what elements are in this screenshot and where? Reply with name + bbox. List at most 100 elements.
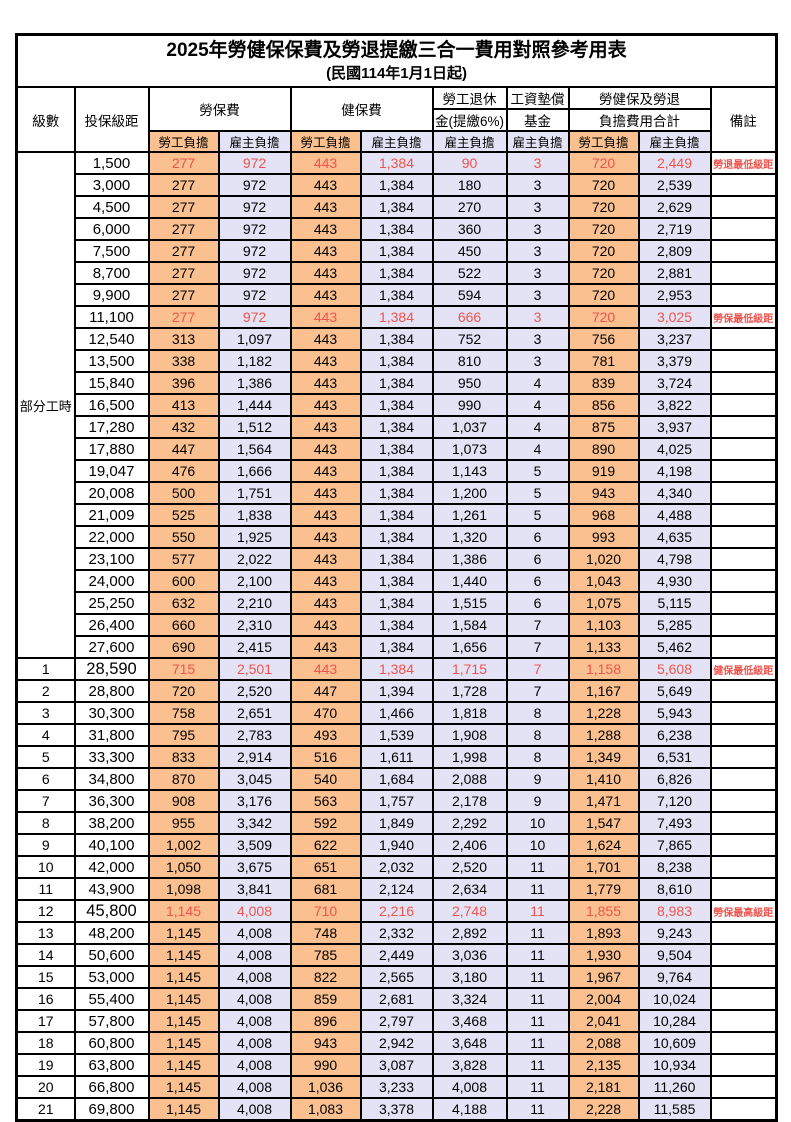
value-cell: 3 bbox=[505, 305, 570, 329]
remark-cell: 健保最低級距 bbox=[709, 657, 778, 681]
value-cell: 3,937 bbox=[637, 415, 712, 439]
table-row: 5 33,300 833 2,914 516 1,611 1,998 8 1,349 6,531 bbox=[15, 745, 778, 769]
table-row: 20 66,800 1,145 4,008 1,036 3,233 4,008 11 2,181… bbox=[15, 1075, 778, 1099]
value-cell: 7,865 bbox=[637, 833, 712, 857]
table-row: 14 50,600 1,145 4,008 785 2,449 3,036 11 1,930 9,… bbox=[15, 943, 778, 967]
value-cell: 1,098 bbox=[147, 877, 220, 901]
header-level: 級數 bbox=[15, 86, 76, 153]
bracket-cell: 69,800 bbox=[73, 1097, 150, 1122]
header-wage-fund-line1: 工資墊償 bbox=[505, 86, 570, 110]
premium-table: 2025年勞健保保費及勞退提繳三合一費用對照參考用表 (民國114年1月1日起)… bbox=[15, 33, 779, 1122]
value-cell: 1,384 bbox=[359, 437, 434, 461]
bracket-cell: 36,300 bbox=[73, 789, 150, 813]
value-cell: 720 bbox=[567, 173, 640, 197]
value-cell: 11 bbox=[505, 1053, 570, 1077]
subheader-pension-employer: 雇主負擔 bbox=[431, 130, 508, 153]
reference-table-sheet: 2025年勞健保保費及勞退提繳三合一費用對照參考用表 (民國114年1月1日起)… bbox=[15, 33, 779, 1122]
value-cell: 1,036 bbox=[289, 1075, 362, 1099]
value-cell: 710 bbox=[289, 899, 362, 923]
level-cell: 7 bbox=[15, 789, 76, 813]
remark-cell bbox=[709, 217, 778, 241]
remark-cell bbox=[709, 745, 778, 769]
level-cell: 6 bbox=[15, 767, 76, 791]
value-cell: 2,449 bbox=[637, 151, 712, 175]
value-cell: 1,384 bbox=[359, 569, 434, 593]
value-cell: 890 bbox=[567, 437, 640, 461]
value-cell: 11 bbox=[505, 1097, 570, 1122]
remark-cell bbox=[709, 393, 778, 417]
value-cell: 3 bbox=[505, 151, 570, 175]
value-cell: 632 bbox=[147, 591, 220, 615]
table-row: 15 53,000 1,145 4,008 822 2,565 3,180 11 1,967 9,… bbox=[15, 965, 778, 989]
value-cell: 5,115 bbox=[637, 591, 712, 615]
header-labor-insurance: 勞保費 bbox=[147, 86, 292, 132]
level-cell: 1 bbox=[15, 657, 76, 681]
value-cell: 785 bbox=[289, 943, 362, 967]
remark-cell bbox=[709, 723, 778, 747]
level-cell: 10 bbox=[15, 855, 76, 879]
value-cell: 1,386 bbox=[431, 547, 508, 571]
value-cell: 2,629 bbox=[637, 195, 712, 219]
header-total-line2: 負擔費用合計 bbox=[567, 108, 712, 132]
bracket-cell: 23,100 bbox=[73, 547, 150, 571]
value-cell: 2,892 bbox=[431, 921, 508, 945]
value-cell: 277 bbox=[147, 239, 220, 263]
value-cell: 1,384 bbox=[359, 327, 434, 351]
value-cell: 1,940 bbox=[359, 833, 434, 857]
value-cell: 1,908 bbox=[431, 723, 508, 747]
remark-cell bbox=[709, 679, 778, 703]
value-cell: 2,210 bbox=[217, 591, 292, 615]
value-cell: 1,394 bbox=[359, 679, 434, 703]
level-cell: 4 bbox=[15, 723, 76, 747]
value-cell: 3,841 bbox=[217, 877, 292, 901]
level-cell: 20 bbox=[15, 1075, 76, 1099]
value-cell: 11 bbox=[505, 943, 570, 967]
remark-cell bbox=[709, 547, 778, 571]
value-cell: 1,167 bbox=[567, 679, 640, 703]
remark-cell bbox=[709, 195, 778, 219]
value-cell: 3,036 bbox=[431, 943, 508, 967]
bracket-cell: 7,500 bbox=[73, 239, 150, 263]
remark-cell bbox=[709, 415, 778, 439]
remark-cell bbox=[709, 503, 778, 527]
value-cell: 2,032 bbox=[359, 855, 434, 879]
value-cell: 11 bbox=[505, 1031, 570, 1055]
value-cell: 2,181 bbox=[567, 1075, 640, 1099]
value-cell: 972 bbox=[217, 283, 292, 307]
value-cell: 955 bbox=[147, 811, 220, 835]
value-cell: 1,855 bbox=[567, 899, 640, 923]
value-cell: 1,145 bbox=[147, 1031, 220, 1055]
value-cell: 8 bbox=[505, 745, 570, 769]
value-cell: 2,942 bbox=[359, 1031, 434, 1055]
value-cell: 1,444 bbox=[217, 393, 292, 417]
value-cell: 720 bbox=[567, 239, 640, 263]
header-health-insurance: 健保費 bbox=[289, 86, 434, 132]
remark-cell bbox=[709, 1009, 778, 1033]
value-cell: 2,539 bbox=[637, 173, 712, 197]
value-cell: 2,310 bbox=[217, 613, 292, 637]
table-row: 13,500 338 1,182 443 1,384 810 3 781 3,379 bbox=[17, 349, 778, 373]
value-cell: 443 bbox=[289, 173, 362, 197]
value-cell: 443 bbox=[289, 283, 362, 307]
bracket-cell: 25,250 bbox=[73, 591, 150, 615]
remark-cell bbox=[709, 613, 778, 637]
value-cell: 1,998 bbox=[431, 745, 508, 769]
value-cell: 3,233 bbox=[359, 1075, 434, 1099]
value-cell: 4,198 bbox=[637, 459, 712, 483]
table-row: 25,250 632 2,210 443 1,384 1,515 6 1,075 5,115 bbox=[17, 591, 778, 615]
value-cell: 6 bbox=[505, 569, 570, 593]
value-cell: 11 bbox=[505, 965, 570, 989]
bracket-cell: 1,500 bbox=[73, 151, 150, 175]
value-cell: 822 bbox=[289, 965, 362, 989]
bracket-cell: 53,000 bbox=[73, 965, 150, 989]
value-cell: 3,828 bbox=[431, 1053, 508, 1077]
value-cell: 1,073 bbox=[431, 437, 508, 461]
value-cell: 4,025 bbox=[637, 437, 712, 461]
value-cell: 11 bbox=[505, 1009, 570, 1033]
bracket-cell: 9,900 bbox=[73, 283, 150, 307]
value-cell: 3,468 bbox=[431, 1009, 508, 1033]
value-cell: 338 bbox=[147, 349, 220, 373]
value-cell: 9,504 bbox=[637, 943, 712, 967]
value-cell: 4,635 bbox=[637, 525, 712, 549]
value-cell: 11 bbox=[505, 877, 570, 901]
